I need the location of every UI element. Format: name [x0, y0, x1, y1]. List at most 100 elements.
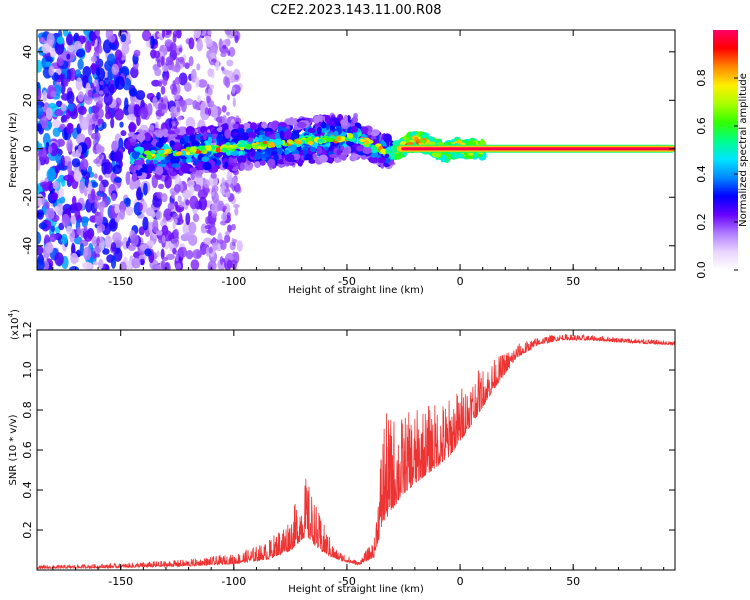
noise-blob [192, 99, 198, 110]
signal-blob [207, 136, 213, 144]
noise-blob [161, 30, 166, 39]
noise-blob [77, 58, 84, 70]
signal-peak [304, 137, 312, 142]
noise-blob [54, 108, 64, 117]
chart-title: C2E2.2023.143.11.00.R08 [270, 3, 441, 18]
noise-blob [208, 175, 219, 188]
snr-multiplier-exponent: 4 [7, 312, 15, 317]
snr-panel: -150 -100 -50 0 50 0.2 0.4 0.6 0.8 1.0 1.2 Height … [7, 309, 676, 595]
signal-peak [316, 138, 325, 143]
signal-blob [145, 159, 150, 164]
noise-blob [221, 66, 225, 71]
noise-blob [197, 79, 208, 88]
noise-blob [149, 124, 155, 131]
noise-blob [40, 181, 50, 188]
signal-blob [224, 161, 229, 168]
noise-blob [211, 58, 217, 63]
noise-blob [84, 40, 92, 53]
noise-blob [83, 246, 92, 261]
noise-blob [48, 65, 55, 77]
noise-blob [104, 111, 112, 120]
noise-blob [61, 213, 70, 227]
noise-blob [77, 105, 87, 116]
signal-blob [133, 164, 139, 171]
signal-blob [169, 140, 176, 147]
noise-blob [60, 155, 65, 169]
noise-blob [184, 82, 192, 92]
noise-blob [226, 59, 234, 67]
noise-blob [125, 171, 131, 186]
signal-blob [147, 163, 156, 172]
noise-blob [190, 68, 197, 83]
noise-blob [162, 76, 168, 87]
noise-blob [97, 67, 106, 81]
noise-blob [83, 186, 88, 197]
signal-peak [189, 147, 197, 153]
noise-blob [69, 265, 80, 270]
noise-blob [67, 161, 72, 174]
noise-blob [163, 230, 173, 242]
noise-blob [50, 90, 57, 98]
signal-blob [133, 160, 144, 166]
noise-blob [156, 92, 161, 100]
noise-blob [207, 107, 212, 117]
signal-peak [359, 139, 366, 143]
noise-blob [39, 116, 49, 129]
noise-blob [196, 63, 201, 71]
noise-blob [66, 138, 73, 153]
colorbar-gradient [713, 30, 738, 270]
noise-blob [223, 75, 229, 86]
signal-blob [284, 153, 295, 162]
noise-blob [221, 105, 227, 113]
noise-blob [226, 259, 233, 269]
signal-blob [143, 132, 152, 142]
noise-blob [93, 158, 101, 164]
noise-blob [188, 37, 195, 50]
noise-blob [231, 223, 236, 231]
noise-blob [125, 198, 131, 208]
noise-blob [51, 119, 61, 129]
signal-blob [131, 150, 140, 160]
signal-blob [202, 162, 212, 171]
noise-blob [44, 242, 54, 254]
noise-blob [77, 91, 84, 102]
noise-blob [205, 216, 209, 225]
noise-blob [226, 111, 230, 116]
noise-blob [206, 229, 211, 234]
signal-blob [279, 130, 285, 140]
noise-blob [83, 230, 93, 242]
signal-blob [155, 141, 164, 148]
signal-blob [237, 127, 245, 134]
noise-blob [131, 257, 141, 269]
noise-blob [102, 248, 110, 255]
noise-blob [184, 232, 193, 239]
noise-blob [163, 48, 168, 56]
noise-blob [70, 215, 77, 225]
noise-blob [94, 195, 102, 201]
snr-multiplier-prefix: (x10 [10, 317, 21, 340]
snr-frame [36, 329, 676, 571]
signal-peak [185, 151, 191, 156]
noise-blob [114, 108, 125, 121]
noise-blob [161, 235, 166, 244]
signal-blob [440, 154, 447, 162]
noise-blob [66, 69, 72, 82]
signal-blob [155, 166, 164, 176]
signal-blob [421, 134, 427, 139]
noise-blob [63, 78, 69, 87]
noise-blob [232, 251, 236, 258]
noise-blob [96, 45, 103, 54]
noise-blob [220, 240, 227, 251]
noise-blob [87, 122, 93, 136]
spectrogram-panel: -150 -100 -50 0 50 -40 -20 0 20 40 Height of stra… [8, 29, 676, 296]
y-tick-label: -40 [21, 237, 34, 255]
colorbar-tick-label: 0.0 [695, 261, 708, 279]
noise-blob [37, 245, 44, 256]
noise-blob [41, 57, 47, 70]
noise-blob [135, 187, 142, 201]
noise-blob [156, 250, 160, 258]
signal-blob [179, 137, 185, 145]
x-tick-label: 50 [566, 575, 580, 588]
noise-blob [178, 99, 185, 108]
noise-blob [171, 112, 175, 120]
